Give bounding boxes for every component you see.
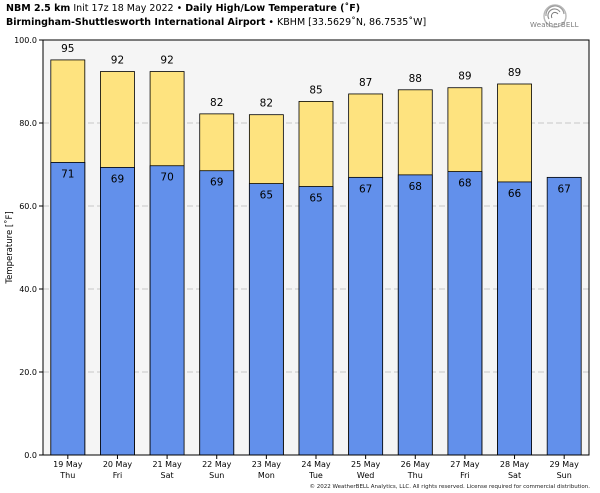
low-temp-bar — [199, 170, 235, 456]
y-tick-label: 40.0 — [19, 285, 37, 294]
y-tick-label: 0.0 — [24, 451, 37, 460]
high-temp-label: 85 — [309, 84, 322, 96]
low-temp-bar — [397, 174, 433, 456]
init-time: Init 17z 18 May 2022 — [73, 3, 174, 14]
station-name: Birmingham-Shuttlesworth International A… — [6, 17, 266, 28]
station-separator: • — [268, 17, 275, 28]
station-coords: KBHM [33.5629˚N, 86.7535˚W] — [277, 17, 427, 28]
plot-frame — [42, 39, 590, 456]
y-tick-label: 80.0 — [19, 119, 37, 128]
low-temp-bar — [497, 181, 532, 456]
product-name: Daily High/Low Temperature (˚F) — [185, 3, 361, 14]
x-tick-day: Thu — [59, 471, 75, 480]
high-temp-label: 82 — [210, 97, 223, 109]
x-tick-date: 20 May — [103, 460, 133, 469]
y-axis-label: Temperature [˚F] — [4, 211, 15, 284]
x-tick-date: 29 May — [550, 460, 580, 469]
x-tick-day: Sat — [161, 471, 174, 480]
x-tick-day: Sun — [209, 471, 224, 480]
low-temp-label: 65 — [260, 190, 273, 202]
low-temp-label: 70 — [160, 172, 173, 184]
low-temp-label: 68 — [409, 181, 422, 193]
high-temp-label: 92 — [111, 55, 124, 67]
low-temp-label: 65 — [309, 192, 322, 204]
high-temp-label: 95 — [61, 43, 74, 55]
low-temp-label: 69 — [210, 177, 223, 189]
x-tick-day: Thu — [407, 471, 423, 480]
x-tick-date: 26 May — [401, 460, 431, 469]
x-tick-day: Wed — [357, 471, 374, 480]
y-tick-label: 100.0 — [14, 36, 37, 45]
high-temp-label: 89 — [508, 67, 521, 79]
y-tick-label: 20.0 — [19, 368, 37, 377]
x-tick-day: Fri — [460, 471, 470, 480]
low-temp-bar — [100, 167, 135, 456]
low-temp-bar — [50, 162, 86, 456]
x-tick-day: Sat — [508, 471, 521, 480]
low-temp-label: 71 — [61, 168, 74, 180]
x-tick-day: Mon — [258, 471, 275, 480]
copyright-footer: © 2022 WeatherBELL Analytics, LLC. All r… — [309, 484, 590, 490]
low-temp-label: 66 — [508, 188, 522, 200]
model-name: NBM 2.5 km — [6, 3, 71, 14]
weatherbell-logo: WeatherBELL — [522, 3, 590, 35]
x-tick-date: 21 May — [152, 460, 182, 469]
low-temp-label: 67 — [359, 183, 372, 195]
low-temp-label: 69 — [111, 173, 124, 185]
weatherbell-swirl-icon — [543, 4, 567, 28]
high-temp-label: 92 — [160, 55, 173, 67]
station-line: Birmingham-Shuttlesworth International A… — [6, 17, 426, 28]
low-temp-bar — [298, 186, 334, 456]
x-tick-date: 24 May — [301, 460, 331, 469]
y-tick-label: 60.0 — [19, 202, 37, 211]
chart-title-line: NBM 2.5 km Init 17z 18 May 2022 • Daily … — [6, 3, 360, 14]
x-tick-date: 27 May — [450, 460, 480, 469]
x-tick-date: 22 May — [202, 460, 232, 469]
x-tick-day: Sun — [557, 471, 572, 480]
low-temp-bar — [546, 176, 582, 456]
high-temp-label: 88 — [409, 73, 422, 85]
logo-text: WeatherBELL — [530, 21, 579, 29]
low-temp-label: 67 — [557, 183, 570, 195]
x-tick-day: Fri — [113, 471, 123, 480]
low-temp-bar — [248, 183, 284, 456]
x-tick-date: 23 May — [252, 460, 282, 469]
x-tick-date: 28 May — [500, 460, 530, 469]
low-temp-label: 68 — [458, 178, 471, 190]
x-tick-date: 19 May — [53, 460, 83, 469]
title-separator: • — [176, 3, 183, 14]
high-temp-label: 82 — [260, 98, 273, 110]
low-temp-bar — [447, 171, 483, 456]
x-tick-day: Tue — [308, 471, 323, 480]
high-temp-label: 89 — [458, 71, 471, 83]
x-tick-date: 25 May — [351, 460, 381, 469]
low-temp-bar — [149, 165, 185, 456]
high-temp-label: 87 — [359, 77, 372, 89]
low-temp-bar — [348, 176, 384, 456]
